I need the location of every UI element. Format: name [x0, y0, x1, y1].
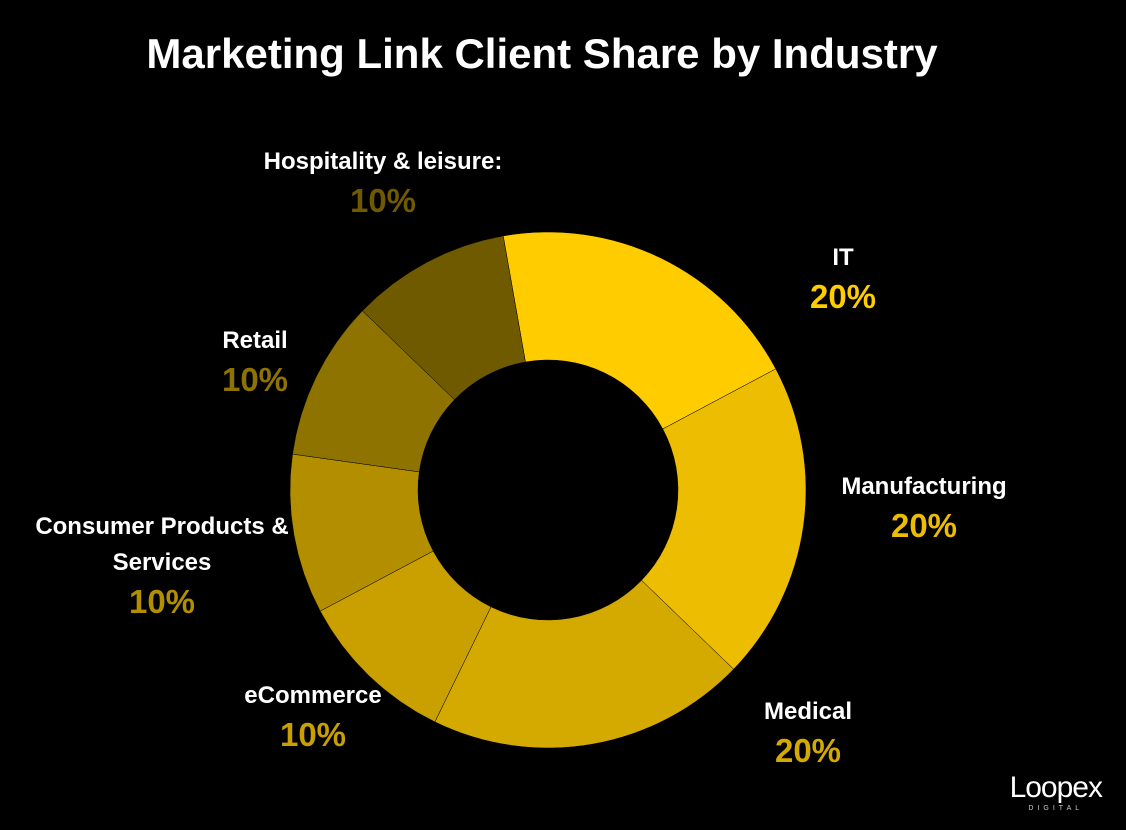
value-label: 10% — [128, 583, 196, 620]
slice-label: Retail 10% — [155, 323, 355, 401]
value-label: 20% — [809, 278, 877, 315]
donut-slice — [641, 368, 807, 670]
category-label: Manufacturing — [841, 473, 1007, 500]
donut-slice — [362, 235, 526, 401]
slice-label: Hospitality & leisure: 10% — [223, 144, 543, 222]
value-label: 10% — [349, 182, 417, 219]
category-label: eCommerce — [244, 682, 382, 709]
slice-label: IT 20% — [743, 240, 943, 318]
donut-slice — [502, 231, 777, 430]
chart-title: Marketing Link Client Share by Industry — [146, 30, 938, 77]
value-label: 10% — [279, 716, 347, 753]
logo-tagline: DIGITAL — [1028, 805, 1084, 812]
slice-label: Medical 20% — [708, 694, 908, 772]
donut-slice — [434, 579, 734, 749]
logo-name: Loopex — [1009, 771, 1103, 804]
value-label: 20% — [890, 507, 958, 544]
category-label: IT — [832, 244, 854, 271]
category-label: Medical — [763, 698, 853, 725]
category-label: Hospitality & leisure: — [263, 148, 503, 175]
value-label: 20% — [774, 732, 842, 769]
category-label: Retail — [222, 327, 288, 354]
slice-label: Consumer Products & Services 10% — [27, 509, 297, 623]
category-label: Consumer Products & Services — [35, 513, 289, 576]
slice-label: Manufacturing 20% — [794, 469, 1054, 547]
logo: Loopex DIGITAL — [1009, 771, 1103, 812]
value-label: 10% — [221, 361, 289, 398]
slice-label: eCommerce 10% — [193, 678, 433, 756]
